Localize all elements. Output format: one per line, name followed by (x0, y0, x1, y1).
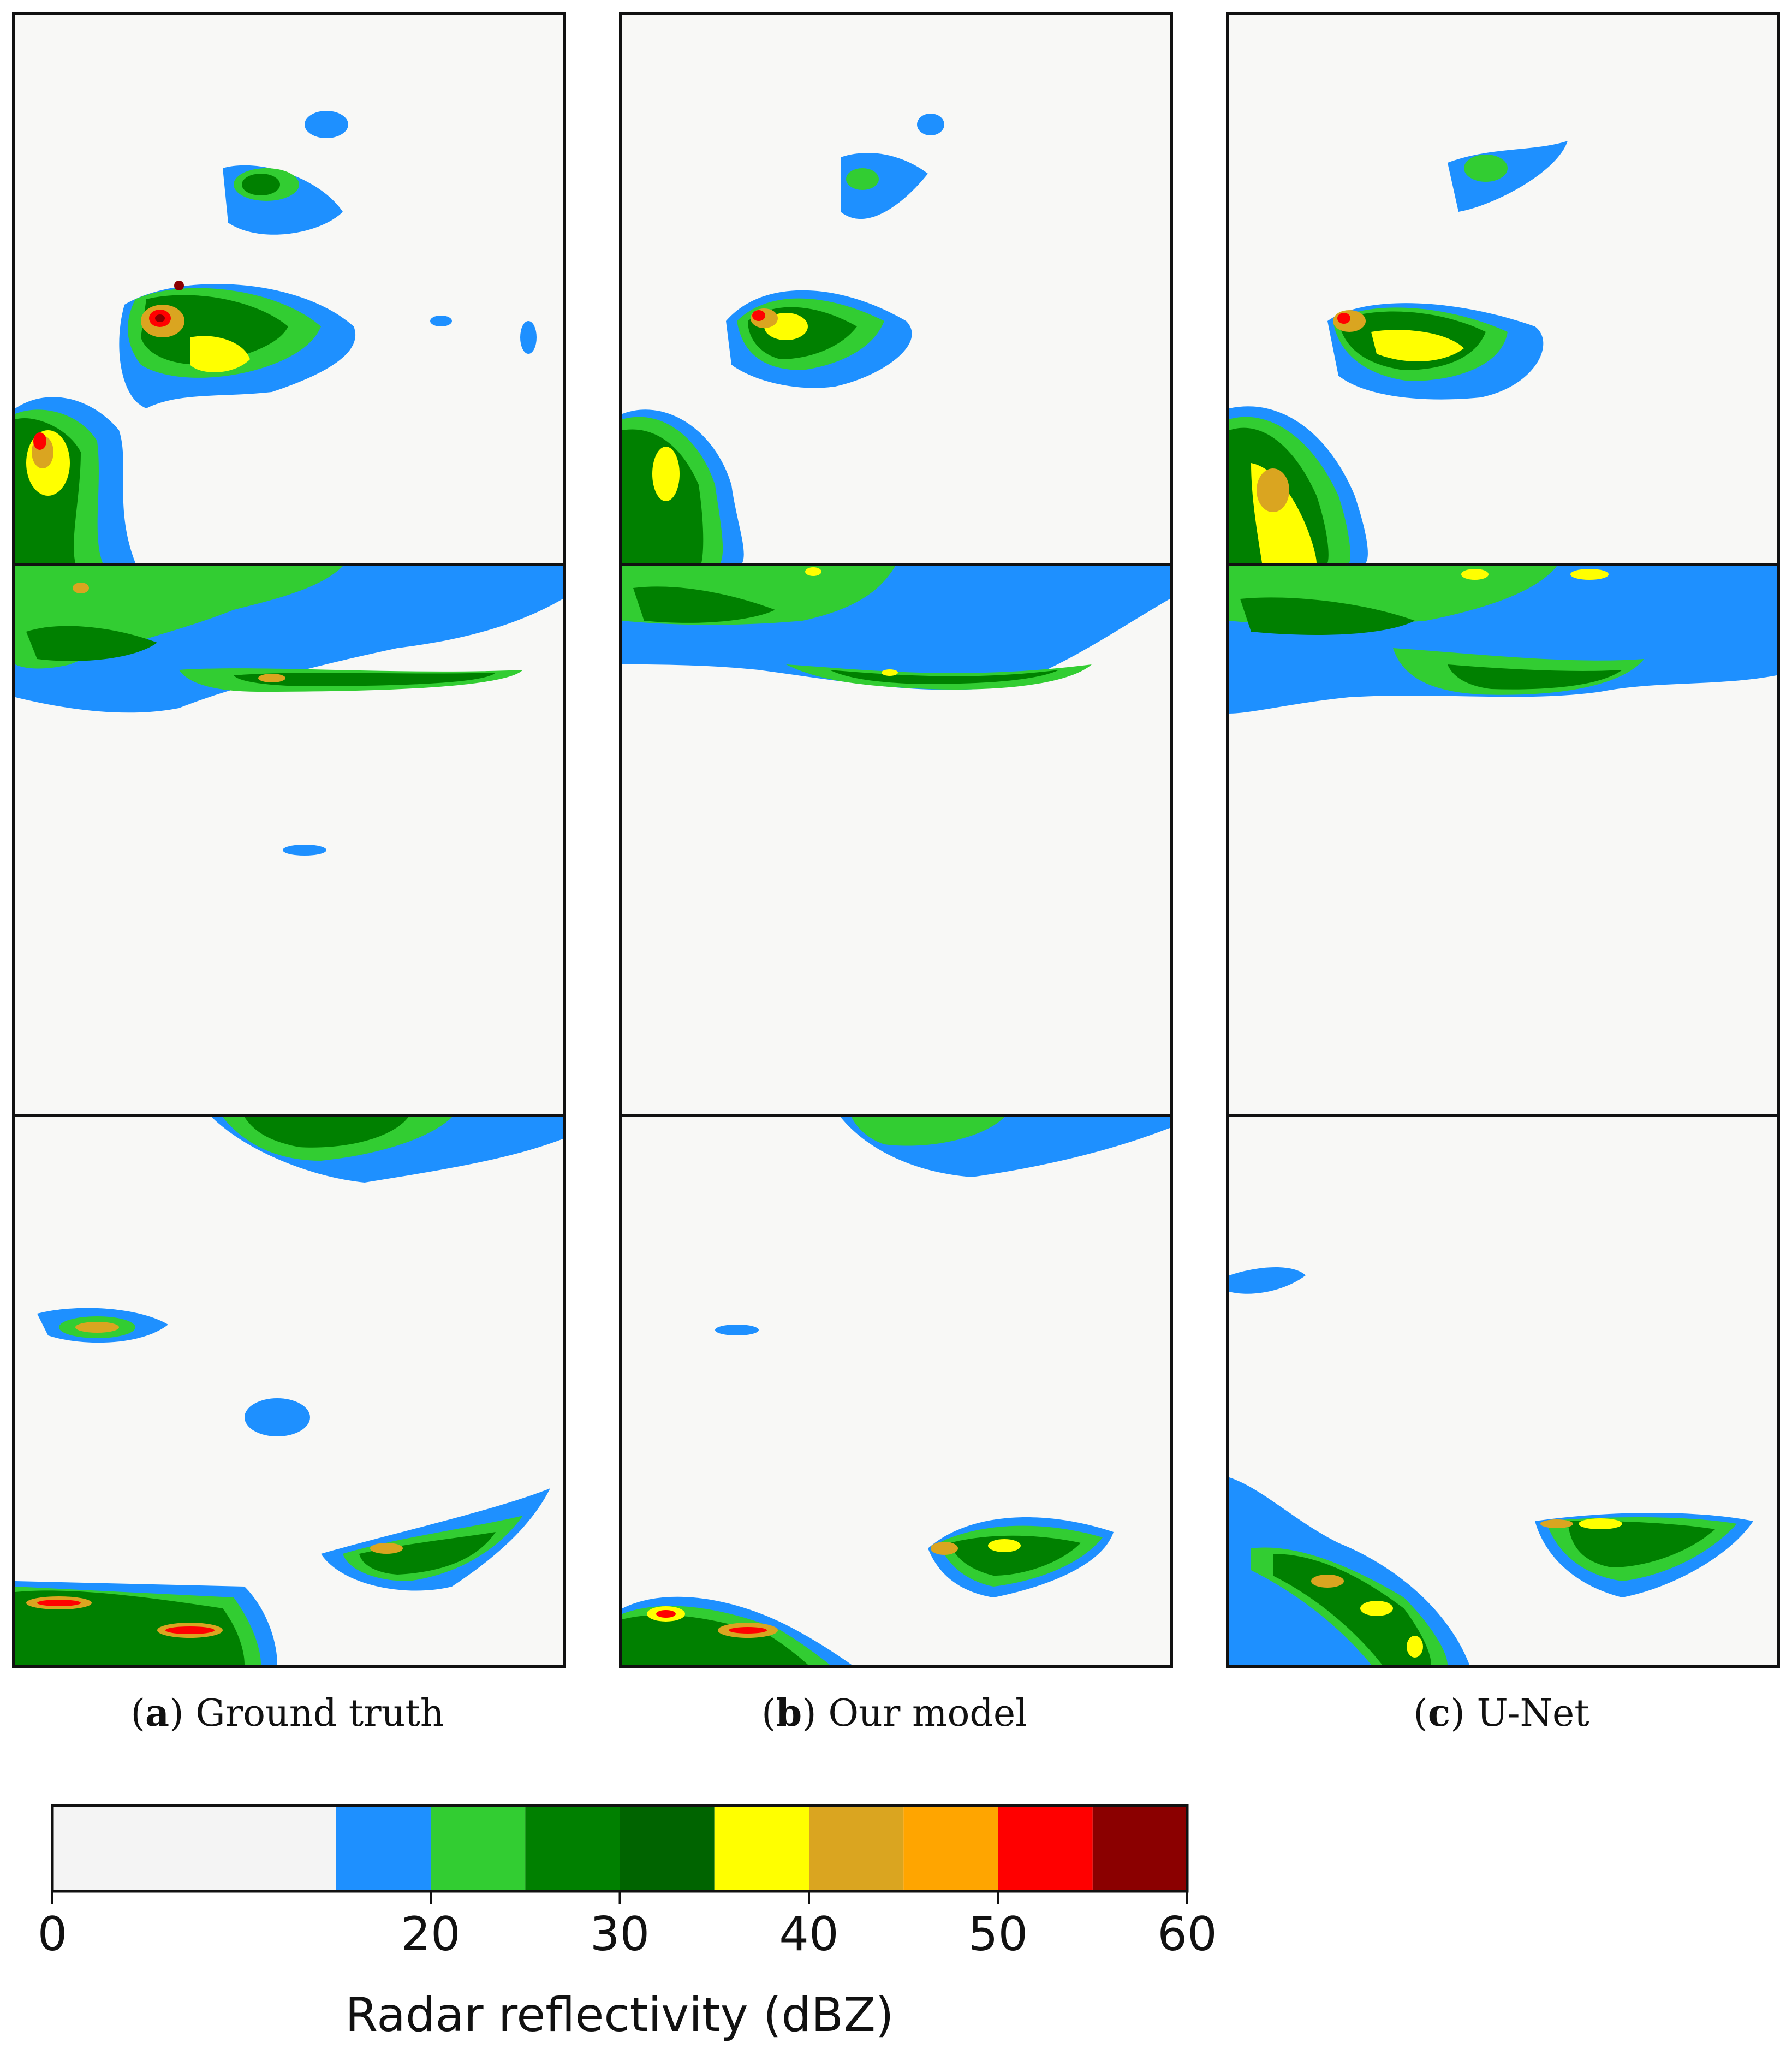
colorbar-bin-6 (809, 1806, 904, 1891)
panel-b-1 (619, 12, 1173, 566)
radar-map-b2 (622, 566, 1170, 690)
radar-map-a3 (15, 1117, 563, 1665)
caption-c: (c) U-Net (1413, 1691, 1589, 1735)
colorbar-label: Radar reflectivity (dBZ) (345, 1988, 894, 2042)
colorbar-tick-label-4: 50 (968, 1907, 1028, 1962)
colorbar-ticks: 0 20 30 40 50 60 (38, 1891, 1217, 1962)
radar-map-b1 (622, 114, 944, 563)
column-our-model (619, 12, 1173, 1668)
radar-map-c3 (1229, 1267, 1753, 1665)
colorbar-tick-label-2: 30 (590, 1907, 650, 1962)
radar-map-c1 (1229, 141, 1568, 563)
radar-map-a1 (15, 111, 537, 563)
panel-a-2 (12, 563, 566, 1117)
colorbar-tick-label-0: 0 (38, 1907, 68, 1962)
panel-c-3 (1226, 1114, 1780, 1668)
colorbar-tick-label-5: 60 (1157, 1907, 1217, 1962)
column-ground-truth (12, 12, 566, 1668)
column-u-net (1226, 12, 1780, 1668)
colorbar-bins (52, 1806, 1187, 1891)
panel-c-1 (1226, 12, 1780, 566)
caption-a: (a) Ground truth (130, 1691, 444, 1735)
colorbar-bin-9 (1092, 1806, 1187, 1891)
panel-b-3 (619, 1114, 1173, 1668)
panel-a-3 (12, 1114, 566, 1668)
colorbar-tick-label-3: 40 (779, 1907, 838, 1962)
radar-map-c2 (1229, 566, 1777, 714)
colorbar-bin-1 (336, 1806, 431, 1891)
colorbar-bin-2 (431, 1806, 526, 1891)
panel-a-1 (12, 12, 566, 566)
colorbar-bin-4 (620, 1806, 715, 1891)
radar-map-a2 (15, 566, 563, 856)
colorbar-bin-8 (998, 1806, 1093, 1891)
colorbar-bin-7 (903, 1806, 998, 1891)
radar-map-b3 (622, 1117, 1170, 1665)
caption-b: (b) Our model (761, 1691, 1027, 1735)
panel-c-2 (1226, 563, 1780, 1117)
colorbar-tick-label-1: 20 (401, 1907, 460, 1962)
colorbar-frame (51, 1804, 1189, 1893)
panel-b-2 (619, 563, 1173, 1117)
colorbar-bin-5 (714, 1806, 809, 1891)
colorbar-bin-3 (525, 1806, 620, 1891)
colorbar-bin-0 (52, 1806, 336, 1891)
